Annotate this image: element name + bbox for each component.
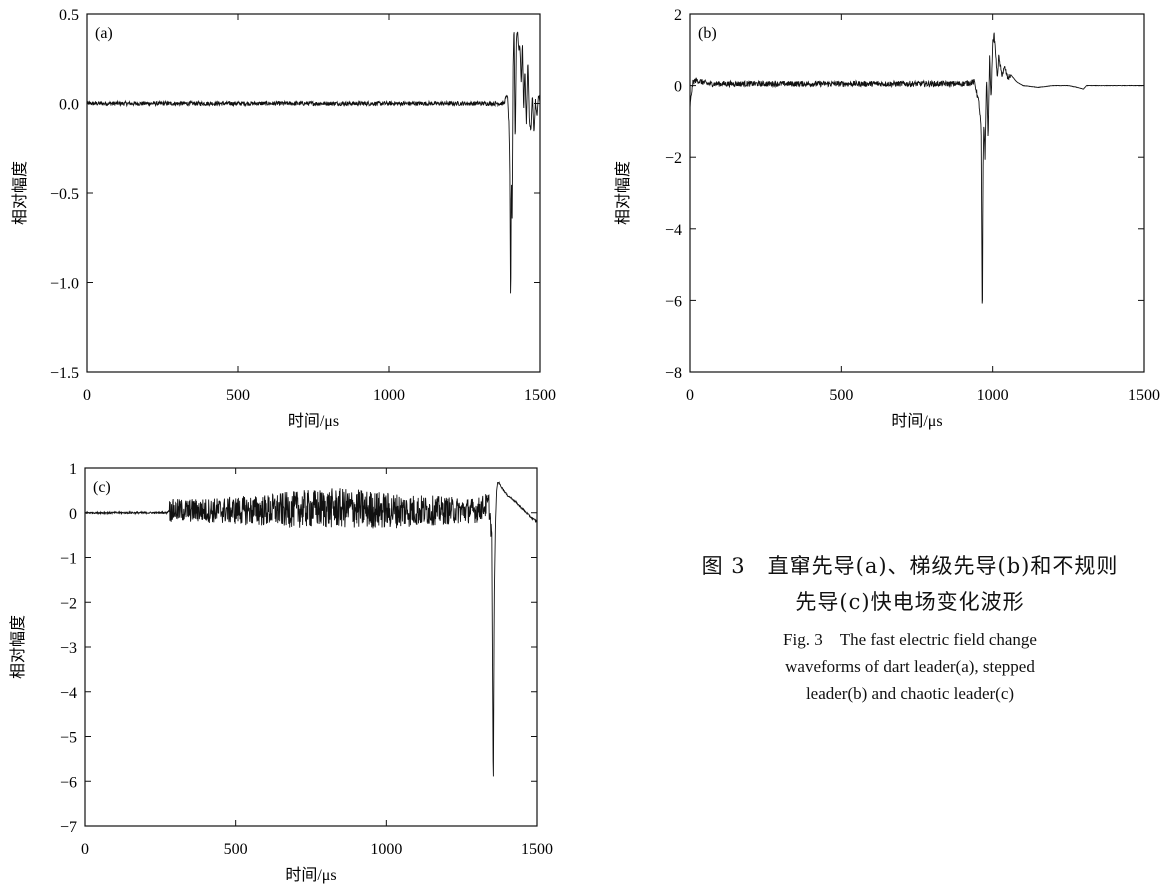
x-tick-label: 1500 [1128, 387, 1160, 404]
y-tick-label: −1 [60, 551, 77, 568]
y-tick-label: −4 [665, 222, 682, 239]
caption-zh-line-2: 先导(c)快电场变化波形 [795, 590, 1025, 614]
figure-caption: 图 3 直窜先导(a)、梯级先导(b)和不规则 先导(c)快电场变化波形 Fig… [660, 548, 1160, 707]
x-axis-label: 时间/μs [288, 412, 339, 430]
y-axis-label: 相对幅度 [11, 161, 29, 225]
plot-frame [86, 13, 541, 373]
y-tick-label: −4 [60, 685, 77, 702]
x-tick-label: 0 [83, 387, 91, 404]
y-tick-label: −7 [60, 819, 77, 836]
x-tick-label: 500 [226, 387, 250, 404]
x-tick-label: 1000 [370, 841, 402, 858]
panel-label: (a) [95, 25, 113, 42]
x-axis-label: 时间/μs [285, 866, 336, 884]
panel-a: 0 500 1000 1500 −1.5 −1.0 −0.5 0.0 0.5 时间/μs 相对幅度 (… [11, 7, 556, 430]
panel-c: 0 500 1000 1500 −7 −6 −5 −4 −3 −2 −1 0 1 时间/μs 相对幅度 (c) [9, 461, 553, 884]
y-tick-label: 0 [674, 79, 682, 96]
caption-english: Fig. 3 The fast electric field change wa… [660, 626, 1160, 707]
caption-en-line-1: Fig. 3 The fast electric field change [783, 630, 1037, 649]
y-tick-label: 0 [69, 506, 77, 523]
x-tick-label: 500 [224, 841, 248, 858]
y-tick-label: −3 [60, 640, 77, 657]
y-tick-label: −2 [60, 595, 77, 612]
x-tick-label: 0 [686, 387, 694, 404]
y-axis-label: 相对幅度 [9, 615, 27, 679]
y-tick-label: −8 [665, 365, 682, 382]
waveform-line [689, 32, 1145, 304]
y-tick-label: −1.5 [50, 365, 79, 382]
panel-label: (c) [93, 479, 111, 496]
x-tick-label: 1000 [373, 387, 405, 404]
y-tick-label: −5 [60, 730, 77, 747]
x-axis-label: 时间/μs [891, 412, 942, 430]
y-tick-label: 0.5 [59, 7, 79, 24]
x-tick-label: 1500 [521, 841, 553, 858]
waveform-line [84, 481, 538, 777]
y-tick-label: −6 [60, 774, 77, 791]
y-axis-label: 相对幅度 [614, 161, 632, 225]
y-tick-label: 0.0 [59, 97, 79, 114]
y-tick-label: −2 [665, 150, 682, 167]
y-tick-label: 2 [674, 7, 682, 24]
caption-chinese: 图 3 直窜先导(a)、梯级先导(b)和不规则 先导(c)快电场变化波形 [660, 548, 1160, 620]
y-tick-label: −1.0 [50, 276, 79, 293]
x-tick-label: 500 [829, 387, 853, 404]
caption-zh-line-1: 图 3 直窜先导(a)、梯级先导(b)和不规则 [701, 554, 1119, 578]
panel-b: 0 500 1000 1500 −8 −6 −4 −2 0 2 时间/μs 相对幅度 (b) [614, 7, 1160, 430]
x-tick-label: 0 [81, 841, 89, 858]
y-tick-label: 1 [69, 461, 77, 478]
caption-en-line-3: leader(b) and chaotic leader(c) [805, 684, 1015, 703]
waveform-line [86, 31, 541, 294]
caption-en-line-2: waveforms of dart leader(a), stepped [785, 657, 1035, 676]
y-tick-label: −6 [665, 293, 682, 310]
x-tick-label: 1000 [977, 387, 1009, 404]
plot-frame [689, 13, 1145, 373]
x-tick-label: 1500 [524, 387, 556, 404]
y-tick-label: −0.5 [50, 186, 79, 203]
panel-label: (b) [698, 25, 717, 42]
